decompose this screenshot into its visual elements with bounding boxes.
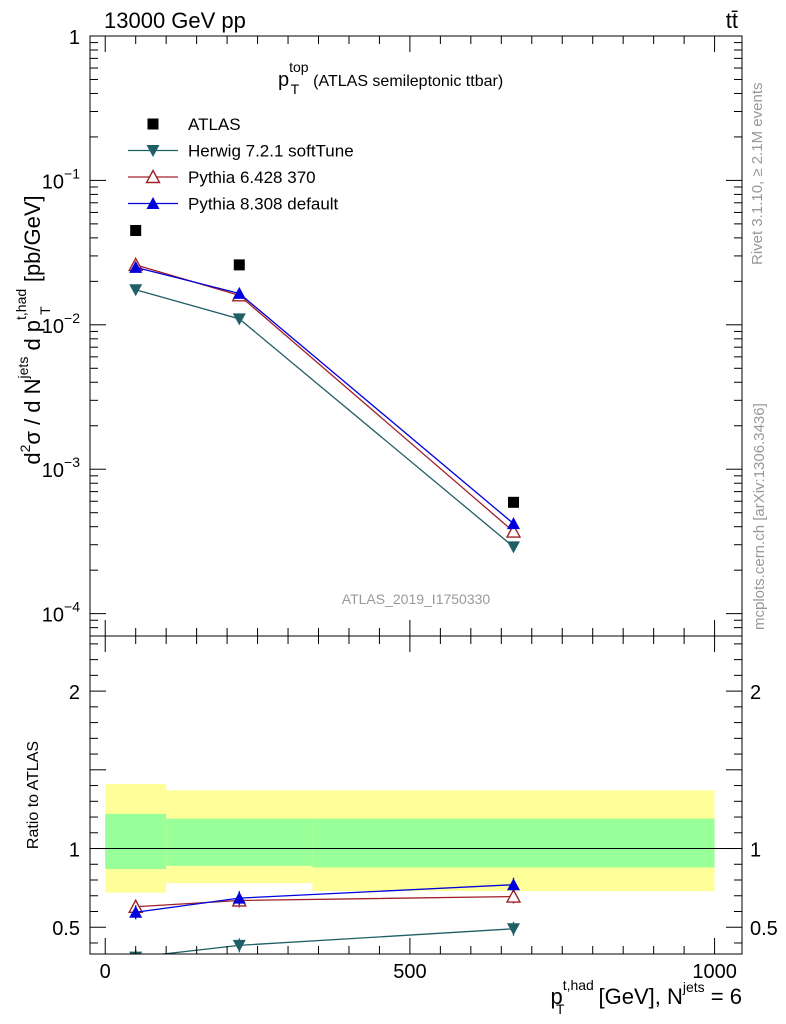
main-x-ticks	[104, 36, 716, 636]
ratio-y-tick-label-left: 2	[69, 682, 80, 704]
ratio-y-tick-label-right: 0.5	[750, 918, 778, 940]
legend-marker-pythia-8-308-default	[146, 197, 160, 209]
x-tick-label: 1000	[692, 961, 737, 983]
ratio-y-tick-label-right: 1	[750, 840, 761, 862]
ratio-point-pythia-8-308-default	[232, 891, 246, 904]
ratio-band-green	[105, 813, 167, 869]
process-label: tt̄	[726, 8, 738, 33]
main-point-herwig-7-2-1-softtune	[232, 313, 246, 326]
legend-marker-herwig-7-2-1-softtune	[146, 145, 160, 157]
legend-label-pythia-8-308-default: Pythia 8.308 default	[188, 195, 339, 214]
main-y-tick-label: 10−3	[42, 454, 80, 482]
ratio-band-green	[166, 818, 313, 866]
ratio-plot-frame	[89, 635, 743, 955]
main-point-pythia-8-308-default	[129, 260, 143, 273]
main-y-axis-label: d2σ / d Njets d pt,had T [pb/GeV]	[13, 195, 53, 464]
mcplots-label: mcplots.cern.ch [arXiv:1306.3436]	[751, 403, 768, 630]
main-y-tick-label: 10−4	[42, 599, 80, 627]
x-tick-label: 0	[100, 961, 111, 983]
svg-text:Ratio to ATLAS: Ratio to ATLAS	[25, 741, 42, 849]
legend-marker-pythia-6-428-370	[145, 169, 161, 184]
ratio-uncertainty-bands	[105, 783, 715, 893]
main-y-tick-label: 10−1	[42, 165, 80, 193]
ratio-point-herwig-7-2-1-softtune	[506, 923, 520, 936]
main-point-atlas	[233, 259, 245, 271]
energy-label: 13000 GeV pp	[104, 8, 246, 33]
ratio-y-tick-label-left: 1	[69, 840, 80, 862]
main-y-tick-label: 1	[69, 27, 80, 49]
legend: ATLAS Herwig 7.2.1 softTune Pythia 6.428 3…	[128, 115, 354, 214]
ratio-point-pythia-6-428-370	[505, 888, 522, 903]
ratio-point-pythia-8-308-default	[506, 878, 520, 891]
ratio-y-axis-label: Ratio to ATLAS	[25, 741, 42, 849]
main-y-ticks	[90, 35, 742, 637]
ratio-x-tick-labels: 0 500 1000	[100, 961, 737, 983]
main-point-pythia-8-308-default	[506, 517, 520, 530]
main-series-group	[128, 224, 522, 554]
x-axis-label: pt,had T [GeV], Njets = 6	[550, 977, 742, 1017]
svg-text:Rivet 3.1.10, ≥ 2.1M events: Rivet 3.1.10, ≥ 2.1M events	[749, 83, 766, 266]
legend-label-herwig-7-2-1-softtune: Herwig 7.2.1 softTune	[188, 142, 354, 161]
plot-title: ptop T (ATLAS semileptonic ttbar)	[278, 59, 503, 97]
legend-marker-atlas	[147, 118, 159, 130]
main-y-tick-labels: 1 10−1 10−2 10−3 10−4	[42, 27, 80, 627]
ratio-band-green	[312, 818, 715, 868]
main-y-tick-label: 10−2	[42, 310, 80, 338]
main-point-herwig-7-2-1-softtune	[506, 541, 520, 554]
ratio-y-tick-label-right: 2	[750, 682, 761, 704]
main-point-atlas	[130, 224, 142, 236]
rivet-label: Rivet 3.1.10, ≥ 2.1M events	[749, 83, 766, 266]
x-tick-label: 500	[393, 961, 426, 983]
ratio-point-herwig-7-2-1-softtune	[232, 939, 246, 952]
ratio-line-herwig-7-2-1-softtune	[157, 928, 514, 954]
ratio-y-tick-label-left: 0.5	[52, 918, 80, 940]
svg-text:mcplots.cern.ch [arXiv:1306.34: mcplots.cern.ch [arXiv:1306.3436]	[751, 403, 768, 630]
ratio-point-pythia-8-308-default	[129, 905, 143, 918]
main-point-pythia-6-428-370	[505, 523, 522, 538]
ratio-ticks	[90, 636, 742, 954]
main-point-atlas	[507, 496, 519, 508]
main-line-herwig-7-2-1-softtune	[135, 289, 514, 548]
ratio-series-group	[128, 877, 522, 954]
legend-label-atlas: ATLAS	[188, 115, 241, 134]
main-line-pythia-6-428-370	[135, 264, 514, 533]
ratio-y-tick-labels: 0.5 0.5 1 1 2 2	[52, 682, 778, 940]
legend-label-pythia-6-428-370: Pythia 6.428 370	[188, 168, 316, 187]
ratio-line-pythia-6-428-370	[135, 895, 514, 908]
main-point-pythia-8-308-default	[232, 286, 246, 299]
analysis-watermark: ATLAS_2019_I1750330	[342, 591, 491, 607]
main-point-herwig-7-2-1-softtune	[129, 284, 143, 297]
